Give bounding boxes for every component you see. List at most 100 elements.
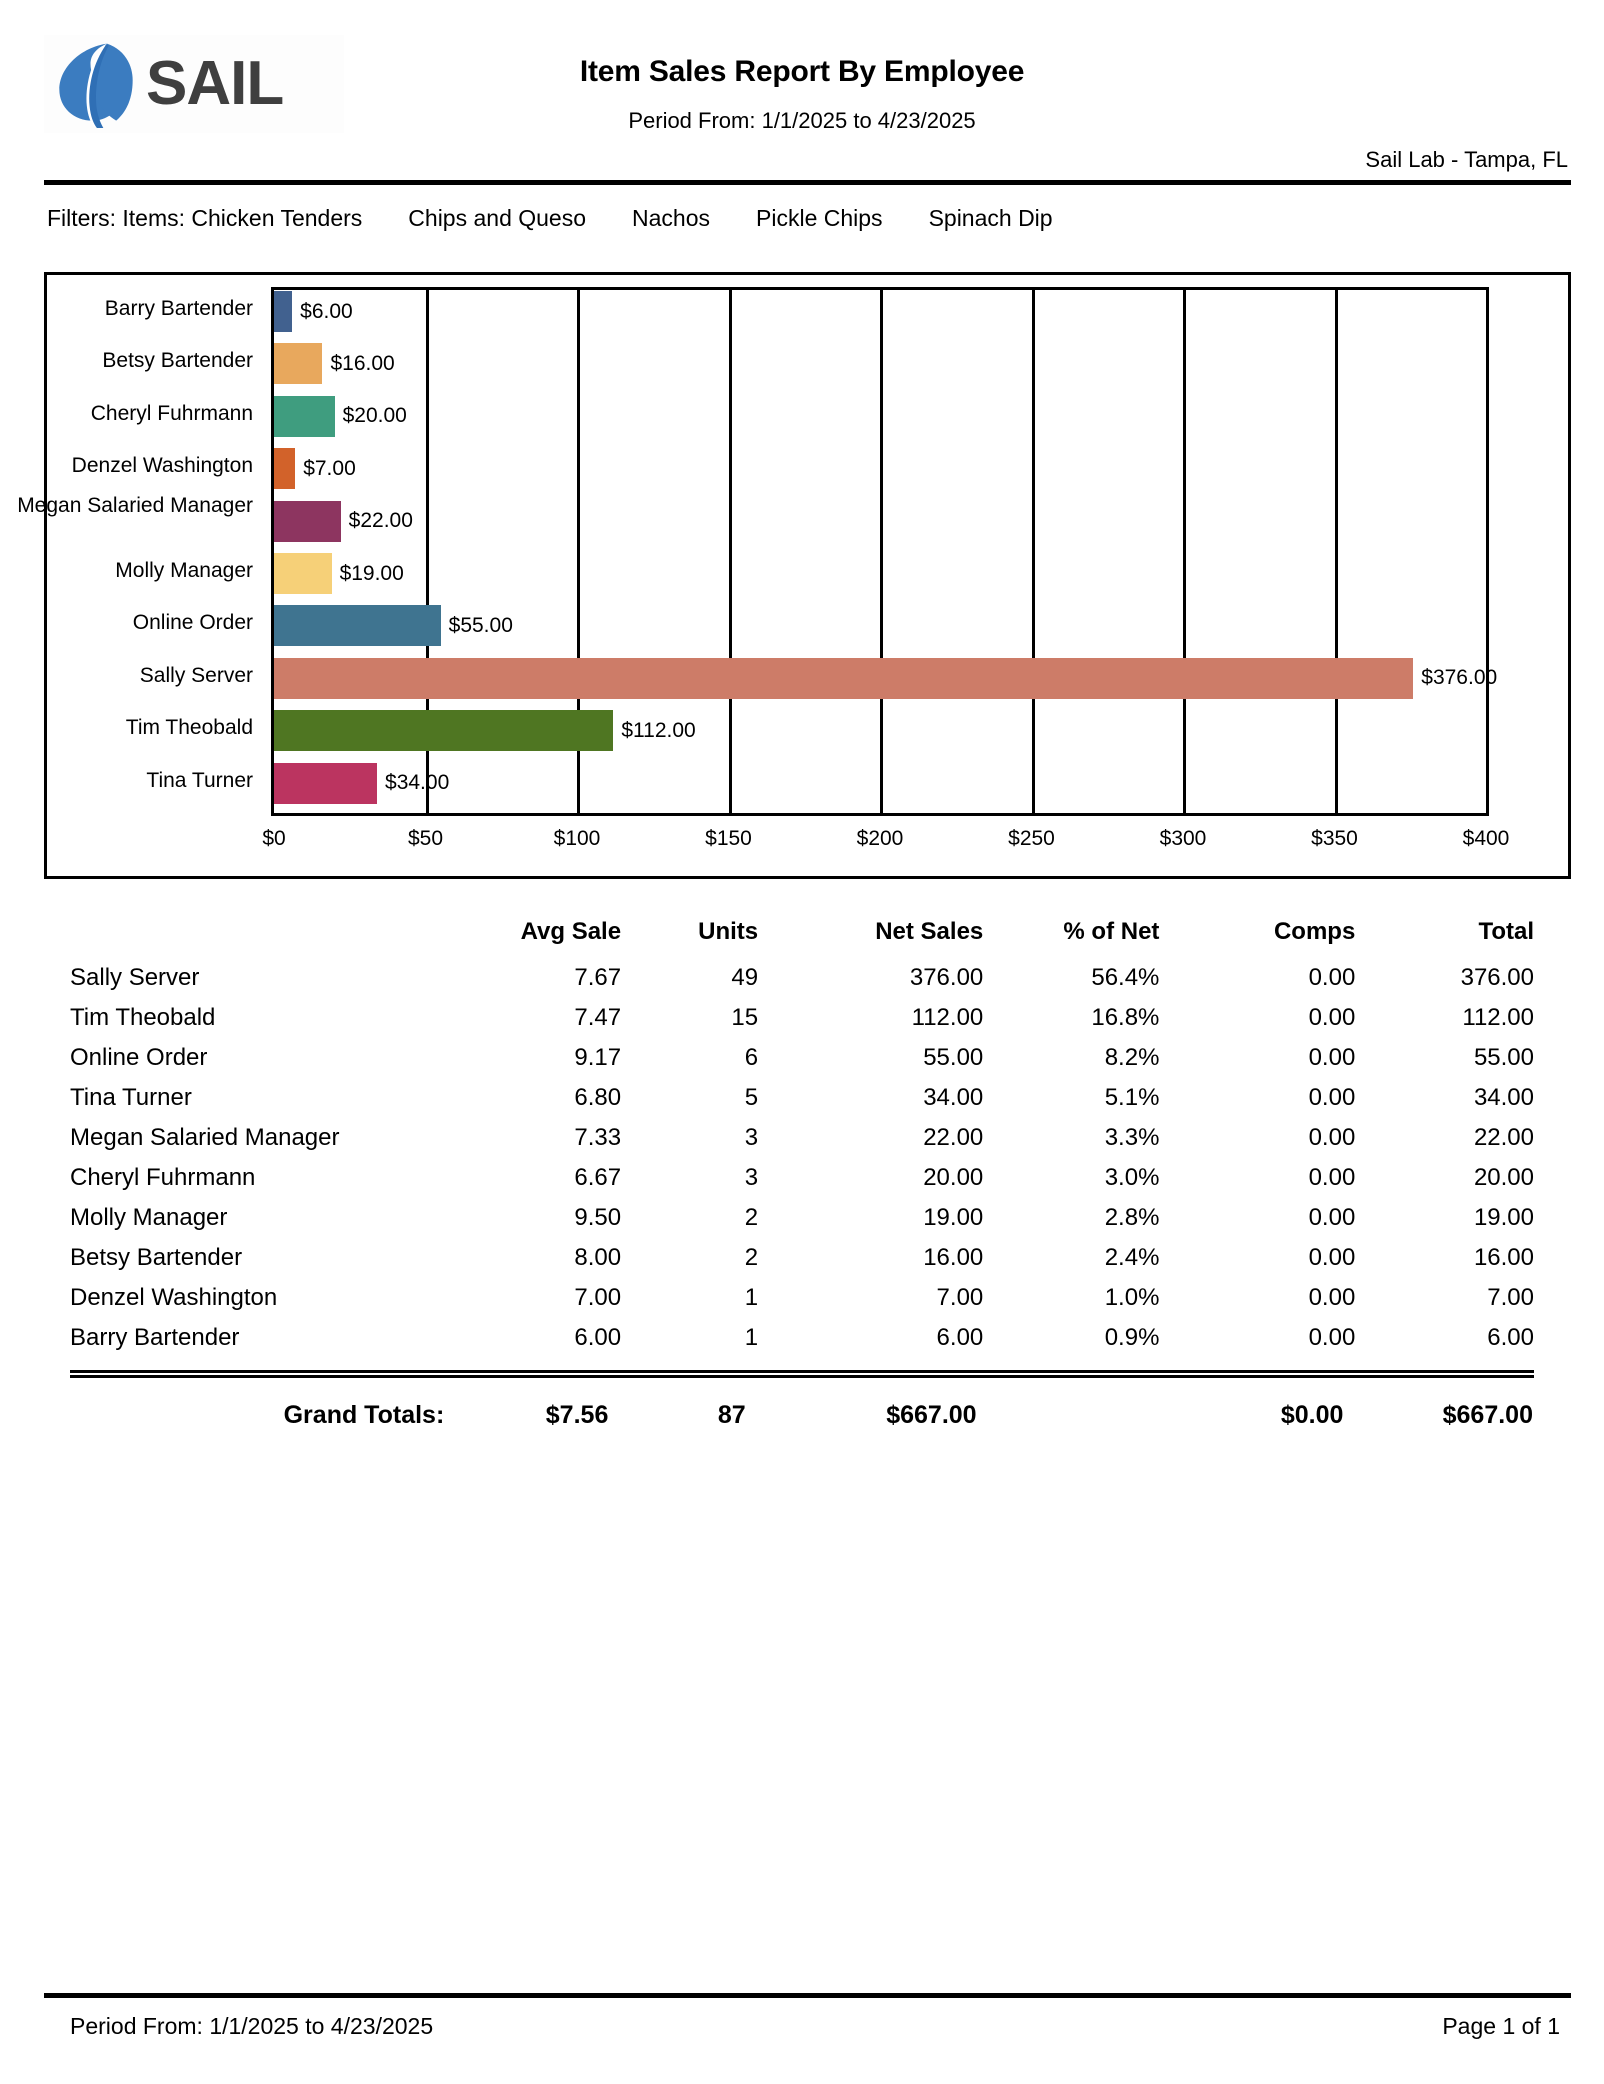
chart-category-label: Tim Theobald — [125, 716, 253, 740]
row-comps: 0.00 — [1308, 1004, 1356, 1031]
report-header: SAIL Item Sales Report By Employee Perio… — [0, 0, 1604, 178]
row-net-sales: 20.00 — [923, 1164, 984, 1191]
chart-bar-value-label: $20.00 — [342, 404, 407, 428]
row-net-sales: 55.00 — [923, 1044, 984, 1071]
chart-bar-row: $34.00 — [274, 762, 450, 804]
row-comps: 0.00 — [1308, 1164, 1356, 1191]
grand-totals-label: Grand Totals: — [283, 1401, 445, 1429]
totals-divider — [70, 1370, 1534, 1378]
header-divider — [44, 180, 1571, 185]
chart-container: $6.00 $16.00 $20.00 $7.00 $22.00 $19.00 $55.00… — [17, 272, 1571, 879]
table-row: Betsy Bartender 8.00 2 16.00 2.4% 0.00 16.00 — [70, 1238, 1534, 1278]
row-total: 376.00 — [1460, 964, 1534, 991]
table-row: Barry Bartender 6.00 1 6.00 0.9% 0.00 6.00 — [70, 1318, 1534, 1358]
chart-bar — [274, 395, 335, 437]
chart-category-label: Cheryl Fuhrmann — [90, 401, 253, 425]
row-total: 19.00 — [1473, 1204, 1534, 1231]
chart-bar-row: $19.00 — [274, 553, 404, 594]
row-comps: 0.00 — [1308, 1324, 1356, 1351]
row-employee-name: Barry Bartender — [70, 1324, 240, 1351]
row-net-sales: 376.00 — [909, 964, 984, 991]
row-employee-name: Denzel Washington — [70, 1284, 278, 1311]
chart-bar — [274, 500, 341, 542]
chart-bar — [274, 710, 614, 752]
row-avg-sale: 6.67 — [574, 1164, 622, 1191]
col-header-avg-sale: Avg Sale — [520, 918, 622, 945]
grand-totals-row: Grand Totals: $7.56 87 $667.00 $0.00 $66… — [70, 1400, 1534, 1431]
row-comps: 0.00 — [1308, 1244, 1356, 1271]
report-period: Period From: 1/1/2025 to 4/23/2025 — [628, 108, 976, 133]
row-pct-of-net: 3.0% — [1104, 1164, 1160, 1191]
filters-row: Filters: Items: Chicken Tenders Chips and… — [47, 205, 1053, 232]
footer-divider — [44, 1993, 1571, 1998]
chart-gridline — [880, 290, 883, 813]
chart-category-label: Megan Salaried Manager — [17, 493, 253, 517]
chart-bar-value-label: $376.00 — [1421, 666, 1498, 690]
row-total: 34.00 — [1473, 1084, 1534, 1111]
row-employee-name: Online Order — [70, 1044, 208, 1071]
row-avg-sale: 6.80 — [574, 1084, 622, 1111]
chart-bar-row: $55.00 — [274, 605, 513, 647]
chart-category-label: Molly Manager — [115, 559, 253, 582]
chart-bar-value-label: $34.00 — [385, 771, 450, 795]
row-pct-of-net: 3.3% — [1104, 1124, 1160, 1151]
row-comps: 0.00 — [1308, 1044, 1356, 1071]
grand-totals-avg: $7.56 — [545, 1401, 609, 1429]
page-title: Item Sales Report By Employee — [579, 55, 1025, 88]
row-employee-name: Tina Turner — [70, 1084, 192, 1111]
row-total: 16.00 — [1473, 1244, 1534, 1271]
row-employee-name: Sally Server — [70, 964, 200, 991]
table-row: Online Order 9.17 6 55.00 8.2% 0.00 55.00 — [70, 1038, 1534, 1078]
table-row: Sally Server 7.67 49 376.00 56.4% 0.00 376.00 — [70, 958, 1534, 998]
grand-totals-total: $667.00 — [1442, 1401, 1533, 1429]
row-units: 49 — [731, 964, 759, 991]
chart-x-tick-label: $250 — [1008, 827, 1055, 850]
filter-chip-1: Nachos — [632, 205, 711, 231]
row-net-sales: 34.00 — [923, 1084, 984, 1111]
row-employee-name: Cheryl Fuhrmann — [70, 1164, 256, 1191]
row-employee-name: Betsy Bartender — [70, 1244, 243, 1271]
row-employee-name: Megan Salaried Manager — [70, 1124, 340, 1151]
chart-x-tick-label: $350 — [1311, 827, 1358, 850]
row-net-sales: 19.00 — [923, 1204, 984, 1231]
row-pct-of-net: 16.8% — [1091, 1004, 1160, 1031]
row-total: 6.00 — [1487, 1324, 1534, 1351]
row-comps: 0.00 — [1308, 1084, 1356, 1111]
footer-page-number: Page 1 of 1 — [1442, 2013, 1560, 2039]
chart-plot-area: $6.00 $16.00 $20.00 $7.00 $22.00 $19.00 $55.00… — [271, 287, 1497, 816]
row-units: 1 — [744, 1324, 759, 1351]
row-pct-of-net: 56.4% — [1091, 964, 1160, 991]
chart-x-tick-label: $200 — [856, 827, 904, 850]
row-comps: 0.00 — [1308, 1284, 1356, 1311]
chart-bar-row: $22.00 — [274, 500, 413, 542]
row-units: 15 — [731, 1004, 759, 1031]
row-pct-of-net: 8.2% — [1104, 1044, 1160, 1071]
col-header-name — [70, 918, 455, 958]
filter-chip-3: Spinach Dip — [928, 205, 1053, 231]
row-units: 2 — [744, 1244, 759, 1271]
row-pct-of-net: 2.8% — [1104, 1204, 1160, 1231]
chart-bar-row: $16.00 — [274, 343, 395, 385]
col-header-comps: Comps — [1273, 918, 1356, 945]
row-total: 22.00 — [1473, 1124, 1534, 1151]
row-units: 3 — [744, 1164, 759, 1191]
chart-bar — [274, 553, 332, 594]
table-row: Cheryl Fuhrmann 6.67 3 20.00 3.0% 0.00 20.00 — [70, 1158, 1534, 1198]
chart-gridline — [728, 290, 732, 813]
col-header-pct-of-net: % of Net — [1063, 918, 1160, 945]
grand-totals-pct — [978, 1400, 1144, 1431]
chart-category-label: Sally Server — [139, 663, 253, 687]
chart-bar — [274, 448, 296, 490]
footer-period: Period From: 1/1/2025 to 4/23/2025 — [70, 2013, 434, 2039]
grand-totals-comps: $0.00 — [1280, 1401, 1344, 1429]
sail-boat-logo-icon — [59, 43, 133, 128]
row-total: 7.00 — [1487, 1284, 1534, 1311]
chart-gridline — [1031, 290, 1035, 813]
row-pct-of-net: 1.0% — [1104, 1284, 1160, 1311]
chart-bar-value-label: $55.00 — [448, 613, 513, 637]
chart-bar-value-label: $16.00 — [330, 351, 395, 375]
chart-bar-row: $20.00 — [274, 395, 407, 437]
chart-bar-value-label: $7.00 — [303, 456, 356, 480]
table-row: Denzel Washington 7.00 1 7.00 1.0% 0.00 7.00 — [70, 1278, 1534, 1318]
